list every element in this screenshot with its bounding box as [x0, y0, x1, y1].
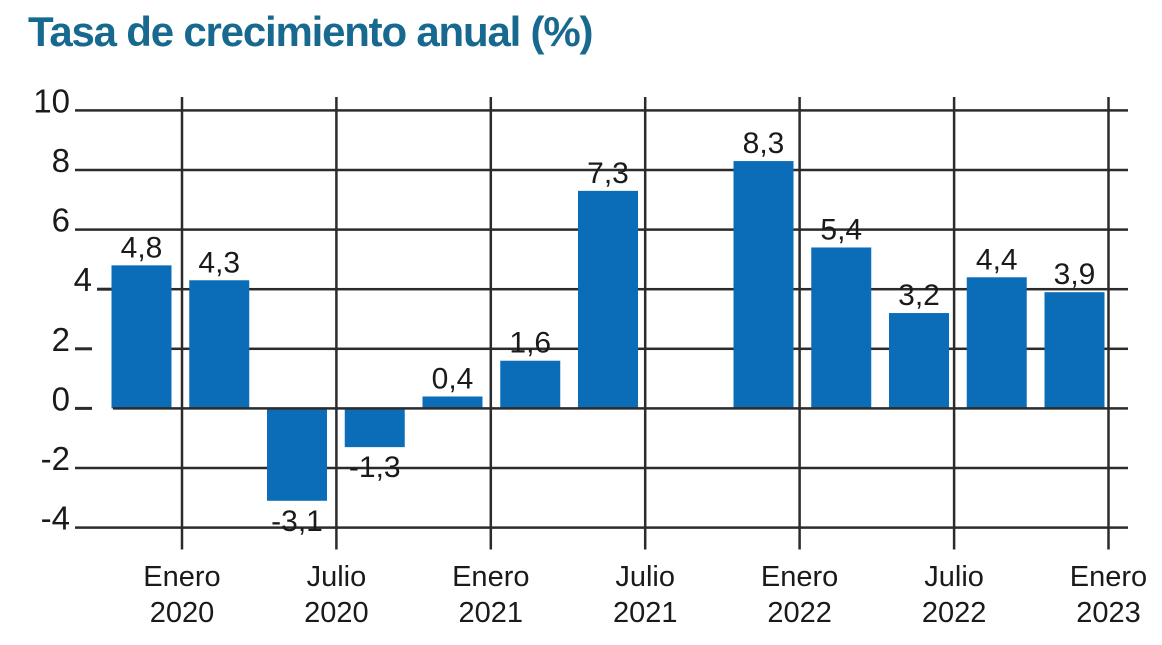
y-axis-tick-label: 2	[52, 321, 70, 358]
bar-slot-6	[500, 360, 561, 409]
bar-value-label: -3,1	[271, 505, 323, 538]
bar-slot-5	[422, 396, 483, 409]
bar-value-label: 4,3	[198, 246, 240, 279]
x-axis-tick-label-line2: 2023	[1076, 597, 1141, 629]
bar-value-label: 0,4	[432, 362, 474, 395]
bar-slot-1	[111, 265, 172, 409]
bar-slot-10	[811, 247, 872, 409]
bar-slot-2	[189, 280, 250, 409]
axis-tick-dash-y0	[75, 406, 92, 410]
gridline-x1	[180, 97, 184, 550]
y-axis-tick-label: 8	[52, 142, 70, 179]
bar-slot-4	[344, 408, 405, 448]
x-axis-tick-label-line2: 2021	[459, 597, 524, 629]
gridline-y8	[75, 168, 1128, 172]
bar-value-label: 4,8	[121, 231, 163, 264]
gridline-x7	[1107, 97, 1110, 550]
bar-slot-7	[578, 190, 638, 409]
gridline-y-4	[75, 526, 1128, 529]
bar-value-label: 3,9	[1054, 258, 1096, 291]
x-axis-tick-label-line1: Enero	[452, 561, 529, 593]
x-axis-tick-label-line2: 2022	[922, 597, 987, 629]
x-axis-tick-label-line2: 2021	[613, 597, 678, 629]
bar-slot-3	[267, 408, 327, 501]
gridline-x2	[335, 97, 338, 550]
x-axis-tick-label-line1: Enero	[1070, 561, 1147, 593]
y-axis-tick-label: 6	[52, 202, 70, 239]
bar-slot-12	[966, 277, 1027, 409]
x-axis-tick-label-line1: Julio	[924, 561, 984, 593]
x-axis-tick-label-line1: Enero	[761, 561, 838, 593]
gridline-x3	[489, 97, 493, 550]
y-axis-tick-label: -2	[41, 440, 70, 477]
y-axis-tick-label: 0	[52, 380, 70, 417]
gridline-x6	[952, 97, 956, 550]
bar-slot-13	[1044, 292, 1105, 409]
bar-value-label: 8,3	[743, 127, 785, 160]
bar-value-label: 5,4	[820, 213, 862, 246]
x-axis-tick-label-line1: Julio	[615, 561, 675, 593]
x-axis-tick-label-line1: Julio	[307, 561, 367, 593]
bar-value-label: 7,3	[587, 157, 629, 190]
y-axis-tick-label: 4	[74, 261, 92, 298]
gridline-y10	[75, 109, 1128, 112]
baseline-y0	[113, 407, 1128, 410]
axis-tick-dash-y4	[97, 287, 114, 291]
y-axis-tick-label: -4	[41, 500, 70, 537]
gridline-x5	[798, 97, 801, 550]
bar-slot-11	[889, 313, 949, 409]
gridline-y-2	[75, 466, 1128, 470]
bar-slot-9	[733, 161, 794, 409]
bar-value-label: 1,6	[509, 327, 551, 360]
bar-value-label: 3,2	[898, 279, 940, 312]
x-axis-tick-label-line2: 2022	[767, 597, 832, 629]
y-axis-tick-label: 10	[33, 82, 70, 119]
x-axis-tick-label-line2: 2020	[304, 597, 369, 629]
axis-tick-dash-y2	[75, 347, 92, 351]
x-axis-tick-label-line1: Enero	[143, 561, 220, 593]
chart-title: Tasa de crecimiento anual (%)	[28, 8, 593, 55]
bar-value-label: -1,3	[349, 451, 401, 484]
bar-value-label: 4,4	[976, 243, 1018, 276]
x-axis-tick-label-line2: 2020	[150, 597, 215, 629]
gridline-x4	[643, 97, 647, 550]
